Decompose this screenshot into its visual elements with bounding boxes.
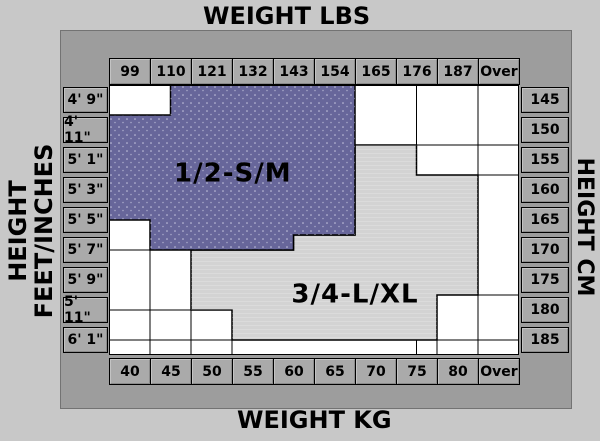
no-size-cell bbox=[190, 339, 233, 355]
weight-kg-tick: 55 bbox=[232, 358, 274, 385]
no-size-cell bbox=[149, 249, 192, 311]
weight-lbs-title: WEIGHT LBS bbox=[203, 2, 371, 30]
no-size-cell bbox=[436, 339, 479, 355]
height-ft-in-tick: 4' 9" bbox=[63, 87, 108, 113]
height-cm-tick: 175 bbox=[521, 267, 569, 293]
height-cm-tick: 165 bbox=[521, 207, 569, 233]
region-texture-stripes bbox=[191, 145, 478, 340]
no-size-cell bbox=[190, 309, 233, 341]
no-size-cell bbox=[436, 294, 479, 341]
weight-lbs-tick: 99 bbox=[109, 58, 151, 85]
no-size-cell bbox=[231, 339, 417, 355]
weight-lbs-tick: 121 bbox=[191, 58, 233, 85]
weight-lbs-tick: 176 bbox=[396, 58, 438, 85]
weight-kg-tick: 70 bbox=[355, 358, 397, 385]
height-ft-in-tick: 5' 1" bbox=[63, 147, 108, 173]
weight-kg-tick: 40 bbox=[109, 358, 151, 385]
height-ft-in-tick: 4' 11" bbox=[63, 114, 108, 146]
weight-kg-tick: 75 bbox=[396, 358, 438, 385]
no-size-cell bbox=[416, 85, 479, 146]
weight-kg-tick: 45 bbox=[150, 358, 192, 385]
weight-lbs-tick: 143 bbox=[273, 58, 315, 85]
no-size-cell bbox=[109, 85, 171, 116]
weight-lbs-tick: 165 bbox=[355, 58, 397, 85]
height-title-line2: FEET/INCHES bbox=[30, 143, 58, 319]
height-ft-in-tick: 5' 11" bbox=[63, 294, 108, 326]
no-size-cell bbox=[109, 339, 151, 355]
height-cm-tick: 145 bbox=[521, 87, 569, 113]
weight-kg-tick: Over bbox=[478, 358, 520, 385]
no-size-cell bbox=[354, 85, 417, 146]
no-size-cell bbox=[416, 339, 438, 355]
height-ft-in-tick: 5' 3" bbox=[63, 177, 108, 203]
no-size-cell bbox=[477, 144, 519, 176]
weight-lbs-tick: Over bbox=[478, 58, 520, 85]
weight-kg-tick: 65 bbox=[314, 358, 356, 385]
height-cm-tick: 170 bbox=[521, 237, 569, 263]
no-size-cell bbox=[109, 249, 151, 311]
height-cm-title: HEIGHT CM bbox=[572, 157, 597, 297]
region-label-3-4-l-xl: 3/4-L/XL bbox=[291, 280, 418, 310]
height-cm-tick: 160 bbox=[521, 177, 569, 203]
height-ft-in-tick: 5' 5" bbox=[63, 207, 108, 233]
no-size-cell bbox=[149, 309, 192, 341]
weight-kg-tick: 50 bbox=[191, 358, 233, 385]
height-ft-in-tick: 5' 9" bbox=[63, 267, 108, 293]
no-size-cell bbox=[109, 219, 151, 251]
region-label-1-2-s-m: 1/2-S/M bbox=[174, 159, 292, 189]
no-size-cell bbox=[109, 309, 151, 341]
no-size-cell bbox=[477, 174, 519, 296]
weight-kg-tick: 80 bbox=[437, 358, 479, 385]
weight-lbs-tick: 187 bbox=[437, 58, 479, 85]
size-chart-grid: 1/2-S/M 3/4-L/XL bbox=[109, 85, 519, 355]
no-size-cell bbox=[149, 339, 192, 355]
no-size-cell bbox=[477, 85, 519, 146]
height-cm-tick: 185 bbox=[521, 327, 569, 353]
weight-lbs-tick: 132 bbox=[232, 58, 274, 85]
height-cm-tick: 150 bbox=[521, 117, 569, 143]
weight-lbs-tick: 110 bbox=[150, 58, 192, 85]
height-ft-in-tick: 6' 1" bbox=[63, 327, 108, 353]
weight-kg-title: WEIGHT KG bbox=[237, 406, 392, 434]
region-texture-dots bbox=[109, 85, 355, 250]
no-size-cell bbox=[416, 144, 479, 176]
height-title-line1: HEIGHT bbox=[4, 180, 32, 282]
height-ft-in-tick: 5' 7" bbox=[63, 237, 108, 263]
no-size-cell bbox=[477, 339, 519, 355]
weight-kg-tick: 60 bbox=[273, 358, 315, 385]
weight-lbs-tick: 154 bbox=[314, 58, 356, 85]
height-feet-inches-title: HEIGHT FEET/INCHES bbox=[4, 81, 59, 381]
no-size-cell bbox=[477, 294, 519, 341]
height-cm-tick: 180 bbox=[521, 297, 569, 323]
height-cm-tick: 155 bbox=[521, 147, 569, 173]
